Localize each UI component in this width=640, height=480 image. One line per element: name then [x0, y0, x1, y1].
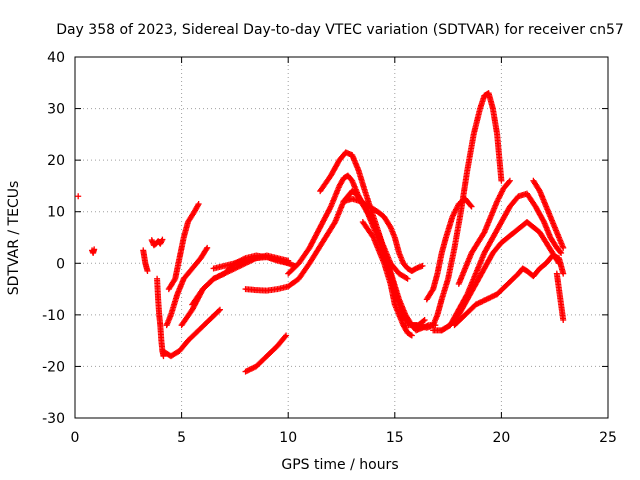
data-point	[283, 332, 290, 339]
data-point	[429, 287, 436, 294]
data-point	[194, 202, 201, 209]
x-tick-label: 5	[177, 430, 186, 446]
y-tick-label: 0	[56, 256, 65, 272]
data-point	[560, 244, 567, 251]
x-tick-label: 20	[492, 430, 510, 446]
data-point	[91, 246, 98, 253]
x-axis-label: GPS time / hours	[281, 457, 398, 473]
data-point	[468, 203, 475, 210]
data-point	[171, 277, 178, 284]
y-tick-label: 20	[47, 153, 65, 169]
data-point	[558, 249, 565, 256]
y-tick-label: 30	[47, 102, 65, 118]
grid-lines	[75, 57, 608, 418]
data-point	[204, 244, 211, 251]
data-point	[467, 202, 474, 209]
data-point	[557, 248, 564, 255]
data-point	[560, 317, 567, 324]
x-tick-label: 25	[599, 430, 617, 446]
x-tick-label: 15	[386, 430, 404, 446]
data-point	[403, 275, 410, 282]
data-point	[419, 262, 426, 269]
plot-frame	[74, 56, 609, 419]
data-point	[282, 333, 289, 340]
data-point	[506, 178, 513, 185]
data-point	[420, 317, 427, 324]
y-tick-label: -20	[42, 359, 65, 375]
data-point	[421, 317, 428, 324]
y-tick-label: 10	[47, 205, 65, 221]
data-point	[408, 332, 415, 339]
data-points	[75, 90, 567, 375]
y-tick-label: -10	[42, 308, 65, 324]
x-tick-label: 0	[71, 430, 80, 446]
data-point	[215, 307, 222, 314]
data-point	[540, 217, 547, 224]
data-point	[159, 236, 166, 243]
data-point	[75, 193, 82, 200]
y-axis-label: SDTVAR / TECUs	[6, 181, 22, 296]
data-point	[144, 268, 151, 275]
data-point	[404, 275, 411, 282]
data-point	[506, 177, 513, 184]
chart-title: Day 358 of 2023, Sidereal Day-to-day VTE…	[56, 22, 624, 38]
data-point	[195, 200, 202, 207]
data-point	[203, 246, 210, 253]
data-point	[560, 270, 567, 277]
x-tick-label: 10	[279, 430, 297, 446]
axis-ticks: 0 5 10 15 20 25 -30 -20 -10 0 10 20 30 40	[42, 50, 617, 446]
y-tick-label: 40	[47, 50, 65, 66]
y-tick-label: -30	[42, 411, 65, 427]
data-point	[498, 177, 505, 184]
data-point	[216, 306, 223, 313]
